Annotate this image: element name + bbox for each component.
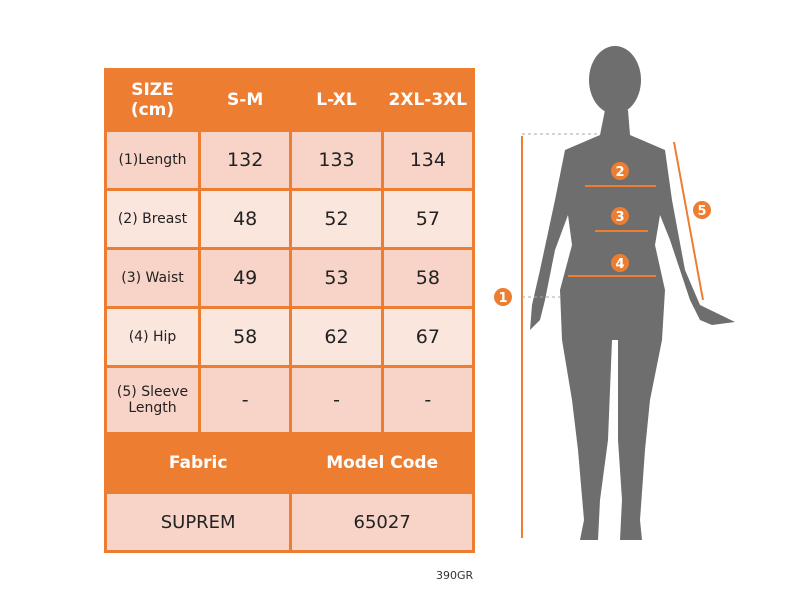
body-silhouette-diagram: 1 2 3 4 5 <box>494 46 735 540</box>
row-label: (4) Hip <box>104 306 201 368</box>
fabric-label: Fabric <box>103 432 293 494</box>
size-header: SIZE (cm) <box>104 68 201 132</box>
cell: 58 <box>197 306 293 368</box>
marker-2: 2 <box>615 165 624 180</box>
table-row: (2) Breast 48 52 57 <box>104 188 476 250</box>
cell: 132 <box>197 129 293 191</box>
table-row: (5) Sleeve Length - - - <box>104 365 476 435</box>
cell: 134 <box>380 129 476 191</box>
cell: - <box>197 365 293 435</box>
marker-1: 1 <box>498 291 507 306</box>
size-chart-table: SIZE (cm) S-M L-XL 2XL-3XL (1)Length 132… <box>103 68 476 553</box>
silhouette-icon <box>530 46 735 540</box>
marker-3: 3 <box>615 210 624 225</box>
row-label: (3) Waist <box>104 247 201 309</box>
cell: 67 <box>380 306 476 368</box>
fabric-row: SUPREM 65027 <box>103 491 475 553</box>
cell: 48 <box>197 188 293 250</box>
fabric-header-row: Fabric Model Code <box>103 432 475 494</box>
col-header: L-XL <box>289 68 384 132</box>
row-label: (5) Sleeve Length <box>104 365 201 435</box>
row-label: (2) Breast <box>104 188 201 250</box>
weight-label: 390GR <box>436 569 474 582</box>
table-row: (3) Waist 49 53 58 <box>104 247 476 309</box>
col-header: S-M <box>197 68 293 132</box>
table-row: (1)Length 132 133 134 <box>104 129 476 191</box>
model-code-label: Model Code <box>289 432 475 494</box>
marker-5: 5 <box>697 204 706 219</box>
cell: 57 <box>380 188 476 250</box>
header-row: SIZE (cm) S-M L-XL 2XL-3XL <box>104 68 476 132</box>
cell: 62 <box>289 306 384 368</box>
table-row: (4) Hip 58 62 67 <box>104 306 476 368</box>
measurement-arrows <box>521 136 704 538</box>
row-label: (1)Length <box>104 129 201 191</box>
marker-4: 4 <box>615 257 624 272</box>
cell: 133 <box>289 129 384 191</box>
col-header: 2XL-3XL <box>380 68 476 132</box>
guide-lines <box>522 133 600 298</box>
cell: - <box>289 365 384 435</box>
cell: 58 <box>380 247 476 309</box>
model-code-value: 65027 <box>289 491 475 553</box>
cell: - <box>380 365 476 435</box>
cell: 52 <box>289 188 384 250</box>
cell: 53 <box>289 247 384 309</box>
fabric-value: SUPREM <box>103 491 293 553</box>
cell: 49 <box>197 247 293 309</box>
